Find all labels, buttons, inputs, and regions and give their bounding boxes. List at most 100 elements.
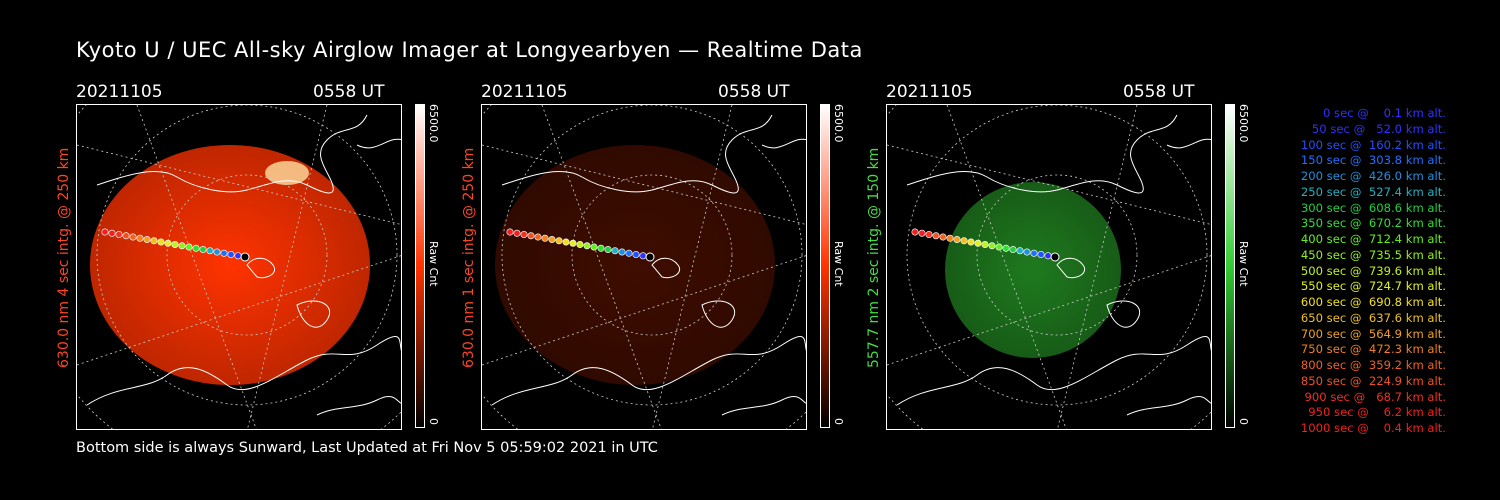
panel-2-colorbar (820, 104, 830, 428)
trajectory-point (199, 246, 207, 254)
trajectory-point (185, 243, 193, 251)
trajectory-point (639, 252, 647, 260)
trajectory-point (101, 228, 109, 236)
legend-row: 750 sec @ 472.3 km alt. (1297, 342, 1446, 357)
panel-2-cbar-min: 0 (832, 418, 845, 425)
trajectory-point (1030, 249, 1038, 257)
trajectory-point (946, 234, 954, 242)
trajectory-point (953, 236, 961, 244)
panel-2-date: 20211105 (481, 82, 568, 102)
trajectory-point (513, 229, 521, 237)
trajectory-point (590, 243, 598, 251)
trajectory-legend: 0 sec @ 0.1 km alt. 50 sec @ 52.0 km alt… (1250, 106, 1446, 437)
legend-row: 500 sec @ 739.6 km alt. (1297, 263, 1446, 278)
legend-row: 900 sec @ 68.7 km alt. (1300, 389, 1446, 404)
trajectory-point (583, 242, 591, 250)
trajectory-point (611, 247, 619, 255)
footer-note: Bottom side is always Sunward, Last Upda… (76, 440, 658, 456)
trajectory-point (625, 249, 633, 257)
trajectory-point (115, 231, 123, 239)
trajectory-point (1016, 247, 1024, 255)
panel-1-date: 20211105 (76, 82, 163, 102)
panel-2-time: 0558 UT (718, 82, 790, 102)
trajectory-point (967, 238, 975, 246)
panel-3-cbar-min: 0 (1237, 418, 1250, 425)
panel-1-colorbar (415, 104, 425, 428)
legend-row: 1000 sec @ 0.4 km alt. (1300, 421, 1446, 435)
trajectory-point (918, 229, 926, 237)
legend-row: 150 sec @ 303.8 km alt. (1297, 153, 1446, 168)
legend-row: 950 sec @ 6.2 km alt. (1304, 405, 1446, 420)
panel-3-cbar-unit: Raw Cnt (1237, 241, 1250, 287)
legend-row: 450 sec @ 735.5 km alt. (1297, 247, 1446, 262)
panel-1-cbar-min: 0 (427, 418, 440, 425)
trajectory-point (178, 242, 186, 250)
trajectory-point (164, 239, 172, 247)
panel-3-ylabel: 557.7 nm 2 sec intg. @ 150 km (866, 147, 882, 368)
trajectory-point (925, 231, 933, 239)
legend-row: 100 sec @ 160.2 km alt. (1297, 137, 1446, 152)
trajectory-point (122, 232, 130, 240)
trajectory-point (527, 232, 535, 240)
trajectory-point (995, 243, 1003, 251)
legend-row: 400 sec @ 712.4 km alt. (1297, 232, 1446, 246)
panel-3-time: 0558 UT (1123, 82, 1195, 102)
panel-2-image[interactable] (481, 104, 807, 430)
trajectory-point (157, 238, 165, 246)
trajectory-point (506, 228, 514, 236)
trajectory-point (1009, 246, 1017, 254)
legend-row: 50 sec @ 52.0 km alt. (1304, 121, 1446, 136)
panel-1-time: 0558 UT (313, 82, 385, 102)
trajectory-point (520, 231, 528, 239)
legend-row: 600 sec @ 690.8 km alt. (1297, 295, 1446, 309)
panel-3-colorbar (1225, 104, 1235, 428)
trajectory-point (143, 236, 151, 244)
trajectory-point (960, 237, 968, 245)
panel-2-cbar-max: 6500.0 (832, 104, 845, 143)
trajectory-point (555, 237, 563, 245)
panel-1-ylabel: 630.0 nm 4 sec intg. @ 250 km (56, 147, 72, 368)
trajectory-point (576, 241, 584, 249)
trajectory-point (534, 233, 542, 241)
trajectory-point (911, 228, 919, 236)
panel-3-date: 20211105 (886, 82, 973, 102)
trajectory-point (192, 244, 200, 252)
trajectory-point (227, 251, 235, 259)
trajectory-point (136, 234, 144, 242)
trajectory-point (234, 252, 242, 260)
trajectory-point (604, 246, 612, 254)
page-title: Kyoto U / UEC All-sky Airglow Imager at … (76, 38, 863, 62)
panel-2-ylabel: 630.0 nm 1 sec intg. @ 250 km (461, 147, 477, 368)
legend-row: 250 sec @ 527.4 km alt. (1297, 184, 1446, 199)
trajectory-point (1037, 251, 1045, 259)
panel-1-image[interactable] (76, 104, 402, 430)
trajectory-point (939, 233, 947, 241)
legend-row: 0 sec @ 0.1 km alt. (1311, 106, 1446, 120)
trajectory-point (597, 244, 605, 252)
trajectory-point (974, 239, 982, 247)
trajectory-point (932, 232, 940, 240)
trajectory-point (541, 234, 549, 242)
trajectory-point (206, 247, 214, 255)
legend-row: 350 sec @ 670.2 km alt. (1297, 216, 1446, 231)
trajectory-point (171, 241, 179, 249)
trajectory-point (632, 251, 640, 259)
legend-row: 650 sec @ 637.6 km alt. (1297, 310, 1446, 325)
legend-row: 700 sec @ 564.9 km alt. (1297, 326, 1446, 341)
trajectory-point (1044, 252, 1052, 260)
panel-1-cbar-max: 6500.0 (427, 104, 440, 143)
trajectory-point (988, 242, 996, 250)
trajectory-point (213, 248, 221, 256)
legend-row: 800 sec @ 359.2 km alt. (1297, 358, 1446, 372)
trajectory-point (150, 237, 158, 245)
panel-3-image[interactable] (886, 104, 1212, 430)
trajectory-point (548, 236, 556, 244)
panel-2-cbar-unit: Raw Cnt (832, 241, 845, 287)
legend-row: 850 sec @ 224.9 km alt. (1297, 373, 1446, 388)
trajectory-point (108, 229, 116, 237)
trajectory-point (129, 233, 137, 241)
legend-row: 550 sec @ 724.7 km alt. (1297, 279, 1446, 294)
trajectory-point (1002, 244, 1010, 252)
trajectory-point (220, 249, 228, 257)
legend-row: 300 sec @ 608.6 km alt. (1297, 200, 1446, 215)
